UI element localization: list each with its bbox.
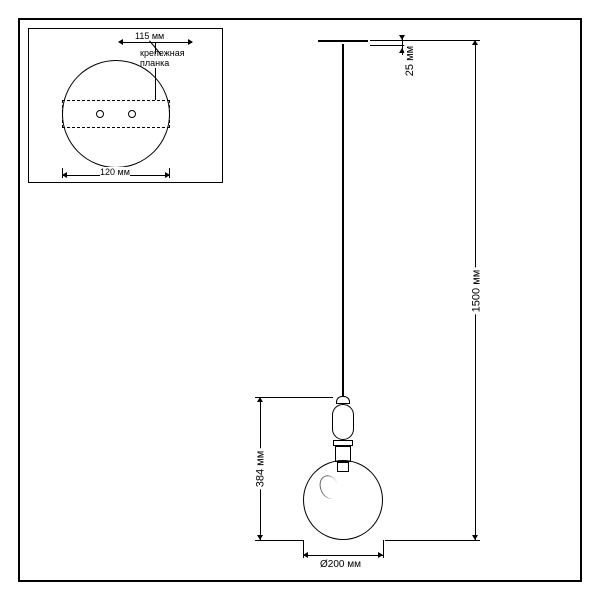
total-height-label: 1500 мм <box>470 268 482 315</box>
globe-dim-hline <box>303 555 383 556</box>
inset-diameter-label: 120 мм <box>100 167 130 177</box>
inset-top-arrow-l <box>118 39 123 45</box>
canopy-height-label: 25 мм <box>404 44 416 78</box>
mounting-plate-outline <box>62 100 170 128</box>
glass-globe <box>303 460 383 540</box>
lower-height-label: 384 мм <box>254 449 266 490</box>
globe-arrow-l <box>303 552 308 558</box>
ceiling-canopy <box>318 40 368 42</box>
globe-diameter-label: Ø200 мм <box>318 559 363 570</box>
total-arrow-bot <box>472 535 478 540</box>
mounting-hole-left <box>96 110 104 118</box>
pendant-cord <box>342 44 344 396</box>
inset-bot-arrow-l <box>62 172 67 178</box>
inset-top-arrow-r <box>188 39 193 45</box>
total-arrow-top <box>472 40 478 45</box>
canopy-tick-bot <box>370 45 405 46</box>
inset-plate-name-2: планка <box>140 58 169 68</box>
socket-cap <box>336 396 350 404</box>
lower-arrow-bot <box>257 535 263 540</box>
socket-barrel <box>332 404 354 440</box>
lower-tick-top <box>255 397 333 398</box>
mounting-hole-right <box>128 110 136 118</box>
globe-tick-r <box>383 540 384 558</box>
inset-top-dim-line <box>120 42 192 43</box>
inset-name-leader <box>155 68 156 100</box>
total-tick-bot <box>385 540 480 541</box>
lower-tick-bot <box>255 540 303 541</box>
total-tick-top <box>370 40 480 41</box>
inset-bot-arrow-r <box>165 172 170 178</box>
inset-plate-name-1: крепежная <box>140 48 185 58</box>
globe-arrow-r <box>378 552 383 558</box>
lower-arrow-top <box>257 397 263 402</box>
